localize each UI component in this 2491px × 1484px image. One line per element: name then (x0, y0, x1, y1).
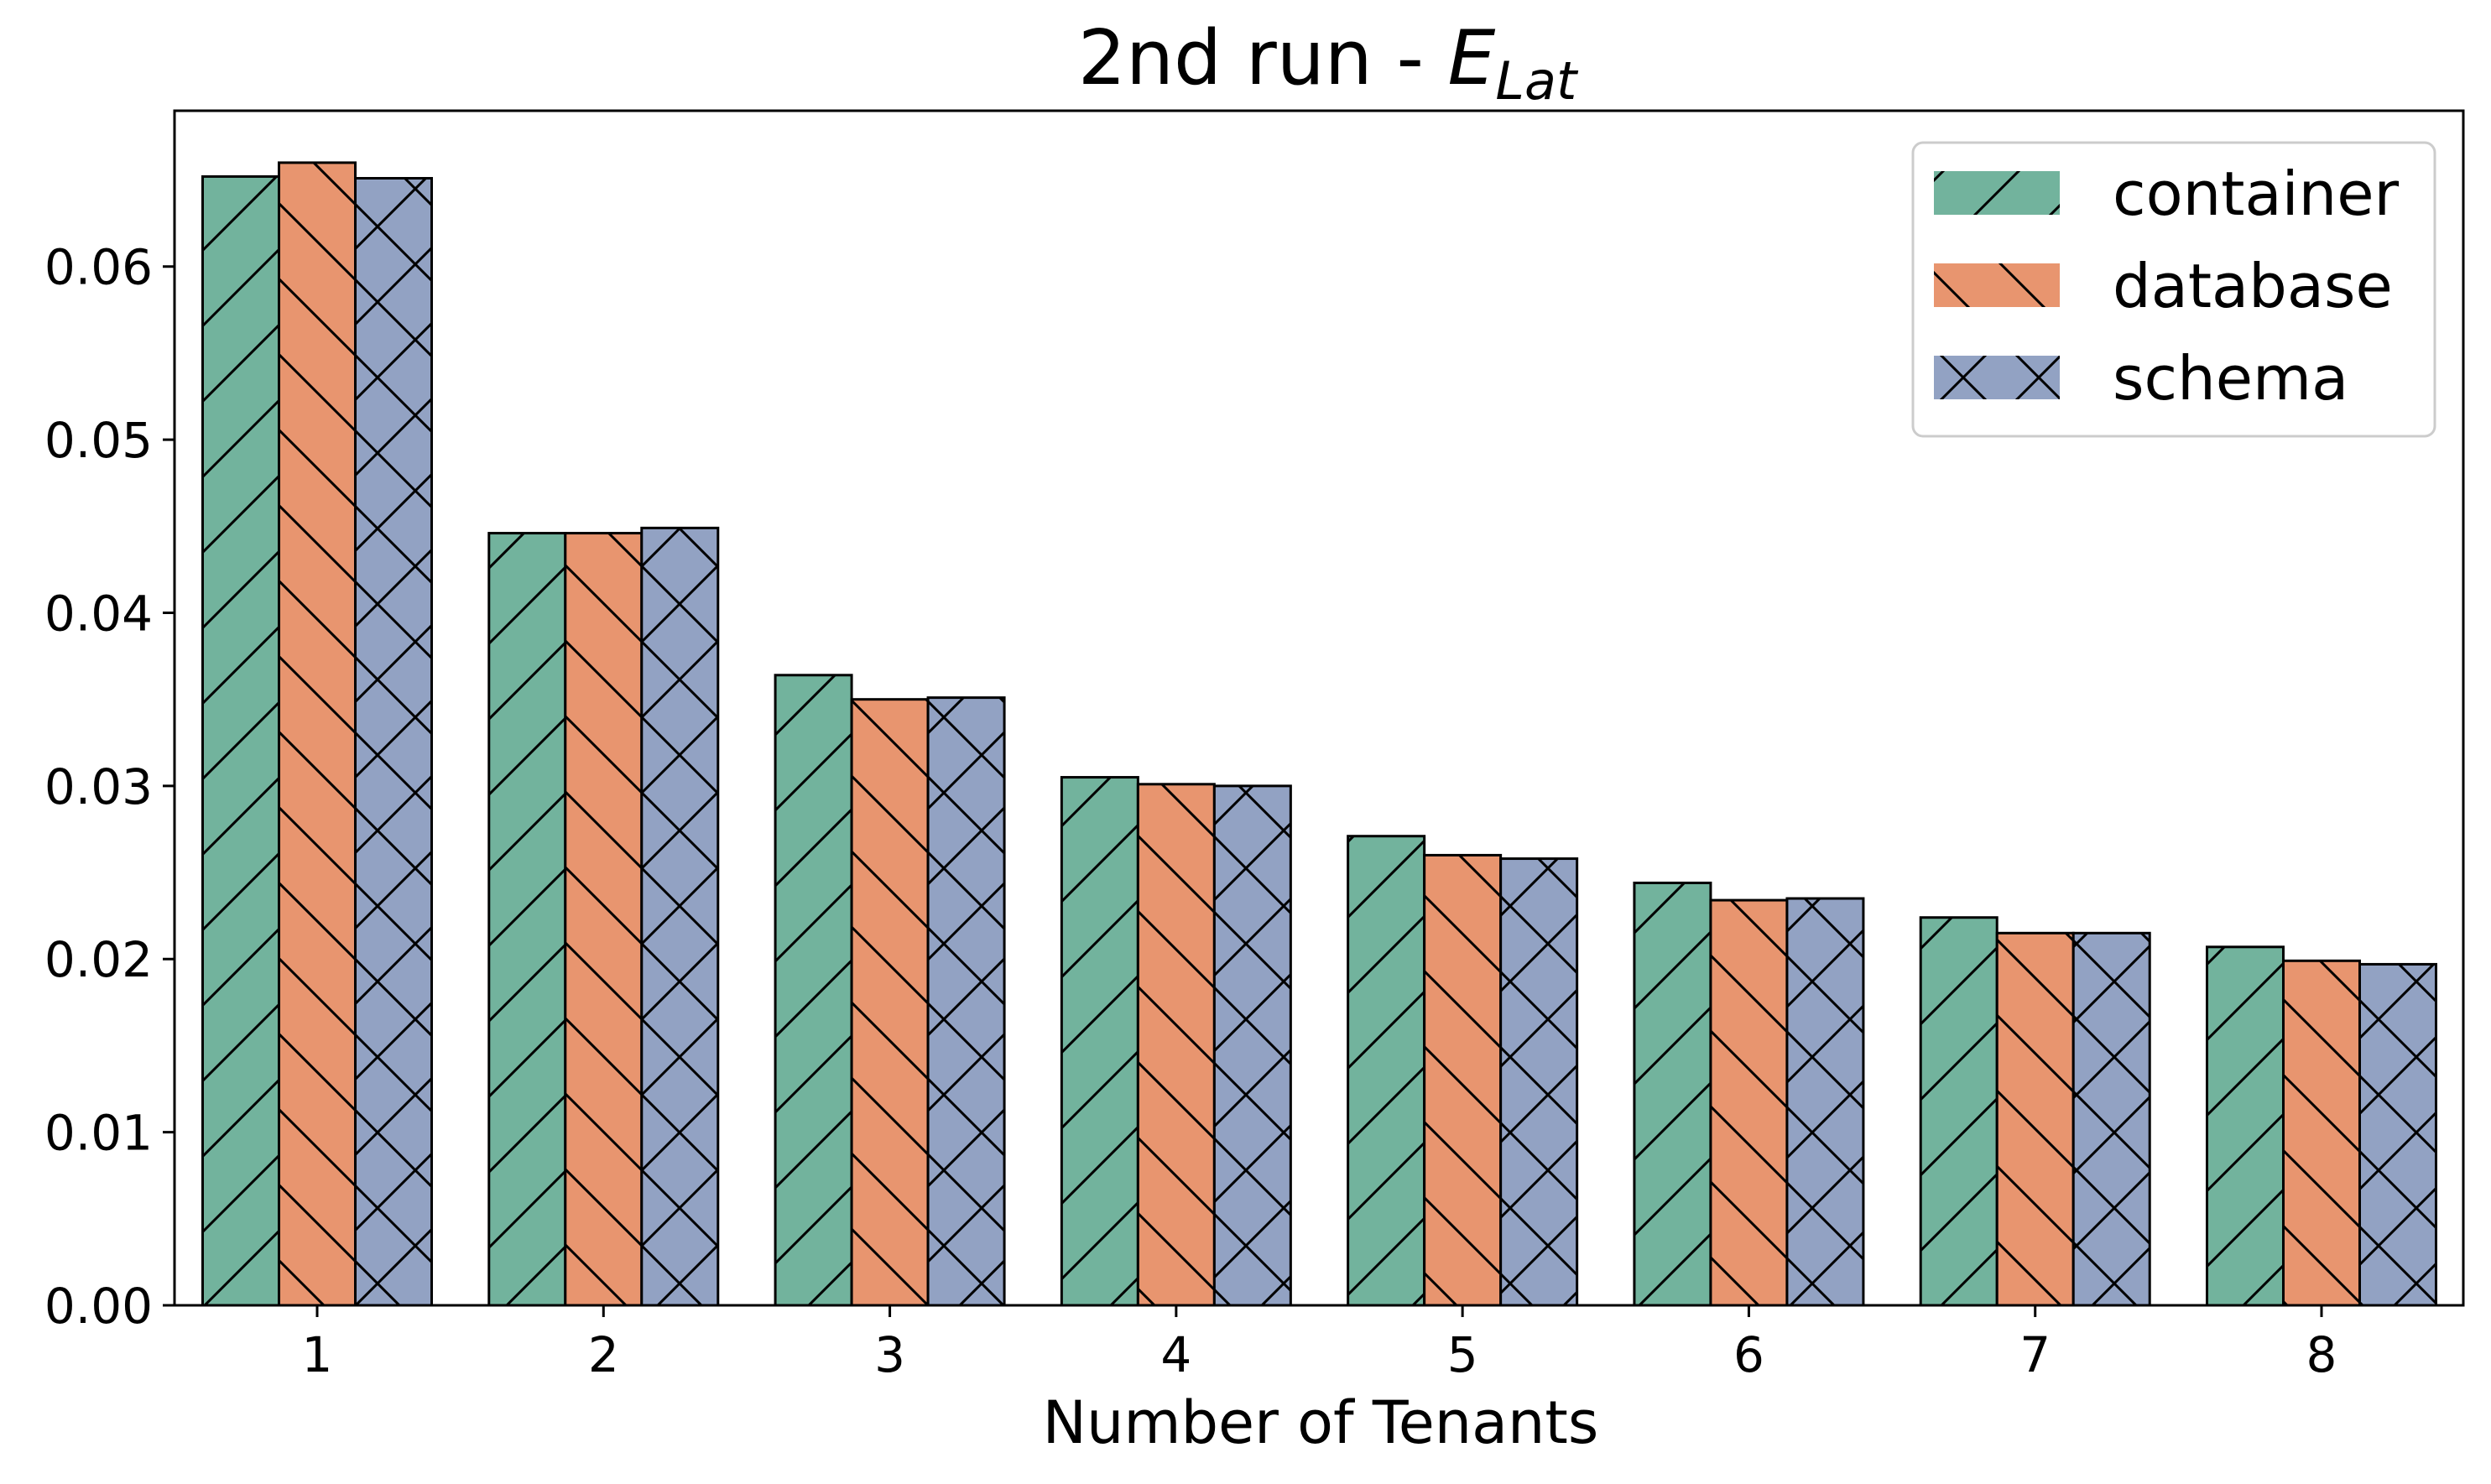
bar-database-8 (2282, 959, 2361, 1307)
x-tick-label: 8 (2306, 1326, 2337, 1383)
bar-schema-3 (926, 696, 1006, 1307)
y-tick-label: 0.02 (44, 931, 153, 988)
bar-database-1 (278, 161, 357, 1307)
legend-label: container (2113, 159, 2400, 229)
plot-frame (173, 109, 2465, 1307)
bar-container-8 (2206, 945, 2285, 1307)
bar-container-4 (1060, 776, 1139, 1307)
chart-title: 2nd run - ELat (1078, 14, 1579, 112)
chart-title-main: 2nd run - (1078, 14, 1448, 102)
bar-database-2 (564, 532, 644, 1307)
bar-container-7 (1919, 916, 1999, 1307)
x-tick-label: 2 (588, 1326, 619, 1383)
chart-title-subscript: Lat (1495, 50, 1579, 112)
legend-label: schema (2113, 343, 2348, 414)
y-tick-label: 0.00 (44, 1278, 153, 1335)
bar-schema-6 (1785, 897, 1865, 1307)
bar-container-5 (1347, 835, 1426, 1307)
x-tick-label: 1 (302, 1326, 333, 1383)
y-tick-label: 0.05 (44, 412, 153, 469)
chart-title-variable: E (1448, 14, 1496, 102)
bar-schema-7 (2071, 931, 2151, 1307)
y-axis: 0.00 0.01 0.02 0.03 0.04 0.05 0.06 (44, 239, 175, 1335)
bar-container-2 (487, 532, 567, 1307)
x-axis: 1 2 3 4 5 6 7 8 (302, 1305, 2337, 1383)
x-tick-label: 3 (874, 1326, 905, 1383)
y-tick-label: 0.01 (44, 1105, 153, 1162)
bar-database-5 (1423, 853, 1503, 1307)
legend-entry-schema: schema (1934, 343, 2348, 414)
y-tick-label: 0.04 (44, 585, 153, 642)
bar-schema-1 (354, 176, 433, 1307)
bar-container-6 (1633, 881, 1712, 1307)
bar-database-6 (1709, 898, 1789, 1307)
bar-schema-4 (1212, 784, 1292, 1307)
x-tick-label: 5 (1447, 1326, 1478, 1383)
bar-schema-5 (1499, 857, 1579, 1307)
y-tick-label: 0.03 (44, 758, 153, 815)
bar-container-3 (774, 674, 853, 1307)
legend-entry-database: database (1934, 251, 2393, 321)
legend-label: database (2113, 251, 2393, 321)
bar-database-4 (1136, 783, 1216, 1307)
bar-database-3 (850, 698, 930, 1307)
bar-schema-8 (2358, 962, 2437, 1307)
bar-schema-2 (640, 526, 720, 1307)
x-tick-label: 7 (2019, 1326, 2051, 1383)
x-tick-label: 4 (1160, 1326, 1191, 1383)
y-tick-label: 0.06 (44, 239, 153, 296)
bars-group (201, 161, 2437, 1307)
legend: container database schema (1911, 141, 2436, 438)
bar-container-1 (201, 174, 280, 1307)
bar-database-7 (1995, 931, 2075, 1307)
x-axis-label: Number of Tenants (1043, 1388, 1599, 1457)
x-tick-label: 6 (1733, 1326, 1764, 1383)
legend-entry-container: container (1934, 159, 2400, 229)
